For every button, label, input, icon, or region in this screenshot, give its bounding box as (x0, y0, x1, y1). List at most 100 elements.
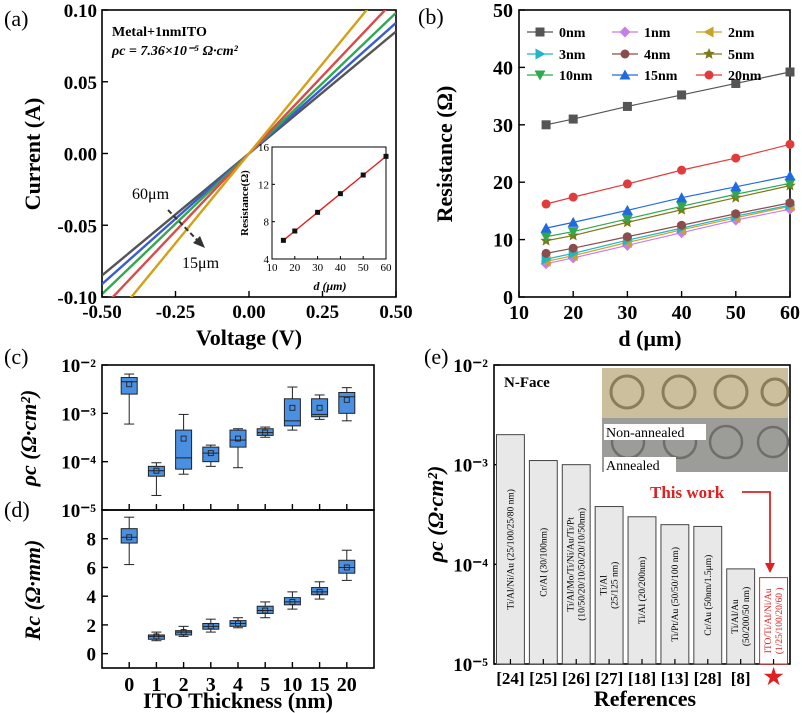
panel-b-ytick-label: 0 (503, 287, 513, 309)
panel-e-ytick-label: 10⁻⁴ (453, 555, 488, 576)
panel-a-ytick-label: -0.05 (57, 216, 97, 237)
non-annealed-label: Non-annealed (606, 426, 685, 441)
series-point-0nm (731, 78, 741, 88)
series-line-0nm (545, 71, 791, 126)
box-body (120, 377, 138, 395)
this-work-arrow (742, 491, 771, 565)
panel-d-ylabel: Rc (Ω·mm) (20, 540, 45, 642)
inset-xtick-label: 40 (335, 262, 347, 274)
panel-c-label: (c) (4, 344, 28, 369)
panel-a-arrow-head (193, 236, 205, 248)
panel-e-xlabel: References (594, 686, 697, 711)
series-point-20nm (622, 179, 632, 189)
reference-bar (627, 516, 657, 665)
series-point-0nm (677, 90, 687, 100)
legend-label-3nm: 3nm (559, 48, 586, 63)
bar-label: Ti/Al (20/200nm) (637, 557, 648, 624)
panel-d-label: (d) (4, 497, 30, 522)
panel-d-xlabel: ITO Thickness (nm) (143, 688, 333, 713)
inset-point (383, 153, 389, 159)
bar-label: Cr/Au (50nm/1.5μm) (703, 555, 714, 636)
bar-label: Ti/Al (600, 575, 610, 596)
inset-point (280, 237, 286, 243)
bar-label: Ti/Al/Ni/Au (25/100/25/80 nm) (505, 489, 516, 610)
panel-e-ylabel: ρc (Ω·cm²) (423, 466, 448, 564)
bar-label: Ti/Pt/Au (50/50/100 nm) (670, 547, 681, 642)
reference-bar (528, 460, 558, 665)
inset-point (337, 191, 343, 197)
legend-label-15nm: 15nm (644, 69, 678, 84)
panel-a-ticks: -0.50 -0.25 0.00 0.25 0.50 0.10 0.05 0.00 -0.05 -… (57, 1, 412, 323)
box-body (202, 446, 220, 463)
panel-c-boxes (120, 373, 356, 496)
inset-ytick-label: 4 (264, 254, 270, 266)
panel-a-annotation-rhoc: ρc = 7.36×10⁻⁵ Ω·cm² (111, 44, 239, 59)
series-point-0nm (568, 114, 578, 124)
box-mean (343, 396, 350, 403)
bar-label: (1/25/100/20/60 ) (774, 587, 785, 654)
legend-marker-10nm (534, 70, 546, 81)
bar-label: Ti/Al/Au (731, 599, 741, 634)
box-ytick-label: 6 (87, 558, 97, 579)
series-point-20nm (785, 139, 795, 149)
series-point-4nm (541, 248, 551, 258)
iv-line-4 (129, 10, 369, 297)
panel-a-xtick-label: 0.25 (306, 302, 339, 323)
legend-label-2nm: 2nm (728, 26, 755, 41)
reference-bar (660, 524, 690, 665)
box-mean (289, 598, 296, 605)
box-mean (180, 435, 187, 442)
series-line-2nm (545, 205, 791, 262)
series-point-20nm (568, 192, 578, 202)
box-mean (316, 588, 323, 595)
panel-d-frame (101, 509, 375, 669)
inset-xtick-label: 10 (267, 262, 279, 274)
series-point-15nm (540, 222, 552, 233)
panel-b-legend: 0nm 1nm 2nm 3nm 4nm 5nm 10nm 15nm 20nm (527, 26, 762, 84)
panel-a-xtick-label: 0.50 (379, 302, 412, 323)
box-ytick-label: 10⁻⁵ (61, 501, 96, 522)
panel-b-frame (518, 9, 791, 298)
legend-label-4nm: 4nm (644, 48, 671, 63)
box-mean (343, 564, 350, 571)
box-xtick-label: 3 (206, 674, 216, 696)
series-point-10nm (730, 189, 742, 200)
inset-point (292, 228, 298, 234)
box-body (147, 465, 165, 477)
box-mean (289, 404, 296, 411)
panel-a-xtick-label: 0.00 (232, 302, 265, 323)
panel-b-ytick-label: 10 (493, 230, 513, 252)
box-xtick-label: 15 (310, 674, 330, 696)
series-point-4nm (568, 243, 578, 253)
series-point-10nm (676, 201, 688, 212)
box-xtick-label: 1 (151, 674, 161, 696)
panel-b-ytick-label: 20 (493, 172, 513, 194)
legend-marker-4nm (620, 49, 630, 59)
this-work-arrow-head (765, 563, 775, 573)
inset-ytick-label: 12 (258, 179, 269, 191)
series-point-10nm (784, 178, 796, 189)
panel-b-series (540, 67, 796, 270)
series-line-5nm (545, 185, 791, 242)
micrograph-rings-top (609, 374, 790, 410)
series-line-1nm (545, 208, 791, 265)
panel-b-xtick-label: 40 (672, 302, 692, 324)
box-ytick-label: 0 (87, 645, 97, 666)
inset-xtick-label: 20 (289, 262, 301, 274)
panel-b-label: (b) (418, 4, 444, 29)
inset-point (315, 209, 321, 215)
panel-a-label-15um: 15μm (182, 255, 220, 272)
series-point-4nm (677, 220, 687, 230)
box-mean (316, 404, 323, 411)
box-mean (126, 534, 133, 541)
box-xtick-label: 5 (260, 674, 270, 696)
legend-marker-15nm (619, 69, 631, 80)
panel-d-boxes (120, 516, 356, 642)
box-mean (207, 450, 214, 457)
legend-label-20nm: 20nm (728, 69, 762, 84)
series-line-4nm (545, 202, 791, 254)
panel-a-label-60um: 60μm (132, 186, 170, 203)
